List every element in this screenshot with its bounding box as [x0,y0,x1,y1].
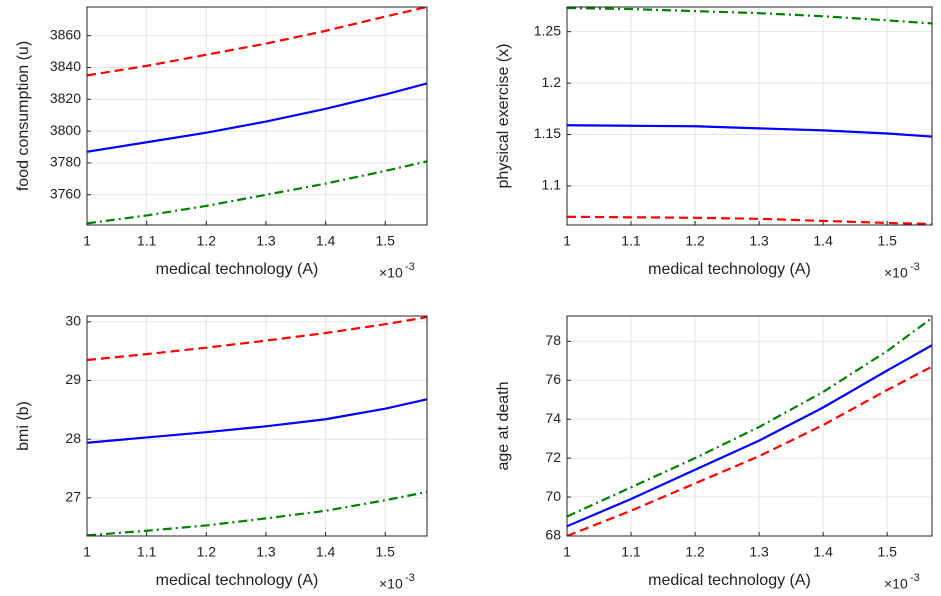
axes-box [86,6,428,226]
y-tick-label: 74 [545,410,561,426]
x-tick-label: 1.2 [685,544,705,560]
axes-box [566,6,933,226]
series-line [567,215,932,225]
x-axis-label: medical technology (A) [648,261,811,278]
subplot: 1 1.1 1.2 1.3 1.4 1.5 68 70 72 74 76 78 medical tech… [495,315,933,592]
y-tick-label: 27 [65,489,81,505]
axes-box [86,315,428,537]
series-line [567,7,932,25]
x-axis-label: medical technology (A) [648,572,811,589]
y-tick-label: 76 [545,371,561,387]
x-multiplier: ×10 [379,576,403,592]
x-tick-label: 1.3 [749,544,769,560]
x-tick-label: 1.1 [137,544,157,560]
y-tick-label: 1.1 [542,177,562,193]
x-tick-label: 1 [83,544,91,560]
y-tick-label: 30 [65,313,81,329]
y-tick-label: 3860 [50,26,81,42]
series-line [87,7,427,77]
x-tick-label: 1.4 [813,233,833,249]
x-tick-label: 1.4 [316,544,336,560]
series-line [567,365,932,536]
series-line [87,82,427,153]
y-tick-label: 1.2 [542,74,562,90]
x-tick-label: 1.5 [877,544,897,560]
series-line [87,160,427,225]
x-multiplier: ×10 [884,265,908,281]
x-tick-label: 1.1 [137,233,157,249]
x-tick-label: 1.5 [376,233,396,249]
x-multiplier: ×10 [884,576,908,592]
x-axis-label: medical technology (A) [156,572,319,589]
y-axis-label: age at death [495,382,512,471]
y-tick-label: 72 [545,449,561,465]
x-tick-label: 1.4 [316,233,336,249]
y-tick-label: 1.25 [534,22,561,38]
x-tick-label: 1 [83,233,91,249]
subplot: 1 1.1 1.2 1.3 1.4 1.5 3760 3780 3800 3820 3840 3860… [15,6,428,281]
y-tick-label: 78 [545,332,561,348]
x-tick-label: 1.4 [813,544,833,560]
x-tick-label: 1.1 [621,233,641,249]
x-multiplier: ×10 [379,265,403,281]
y-tick-label: 3760 [50,185,81,201]
y-tick-label: 1.15 [534,125,561,141]
x-tick-label: 1.3 [749,233,769,249]
series-line [567,344,932,528]
x-tick-label: 1 [563,233,571,249]
x-exponent: -3 [910,572,920,584]
series-line [567,124,932,138]
x-tick-label: 1.5 [376,544,396,560]
y-tick-label: 29 [65,371,81,387]
y-tick-label: 3780 [50,154,81,170]
x-tick-label: 1.1 [621,544,641,560]
y-tick-label: 3820 [50,90,81,106]
series-line [87,398,427,444]
x-exponent: -3 [405,261,415,273]
y-tick-label: 68 [545,527,561,543]
subplot: 1 1.1 1.2 1.3 1.4 1.5 1.1 1.15 1.2 1.25 medical te… [495,6,933,281]
y-tick-label: 3840 [50,58,81,74]
series-line [567,317,932,518]
y-tick-label: 70 [545,488,561,504]
y-axis-label: food consumption (u) [15,41,32,191]
x-exponent: -3 [910,261,920,273]
y-tick-label: 28 [65,430,81,446]
y-axis-label: bmi (b) [15,401,32,451]
y-tick-label: 3800 [50,122,81,138]
x-tick-label: 1.3 [256,544,276,560]
axes-box [566,315,933,537]
y-axis-label: physical exercise (x) [495,44,512,189]
x-tick-label: 1.5 [877,233,897,249]
x-tick-label: 1.2 [197,233,217,249]
x-tick-label: 1.2 [197,544,217,560]
x-tick-label: 1 [563,544,571,560]
x-tick-label: 1.2 [685,233,705,249]
series-line [87,490,427,536]
x-axis-label: medical technology (A) [156,261,319,278]
x-tick-label: 1.3 [256,233,276,249]
series-line [87,316,427,362]
x-exponent: -3 [405,572,415,584]
subplot: 1 1.1 1.2 1.3 1.4 1.5 27 28 29 30 medical technolo… [15,313,428,592]
